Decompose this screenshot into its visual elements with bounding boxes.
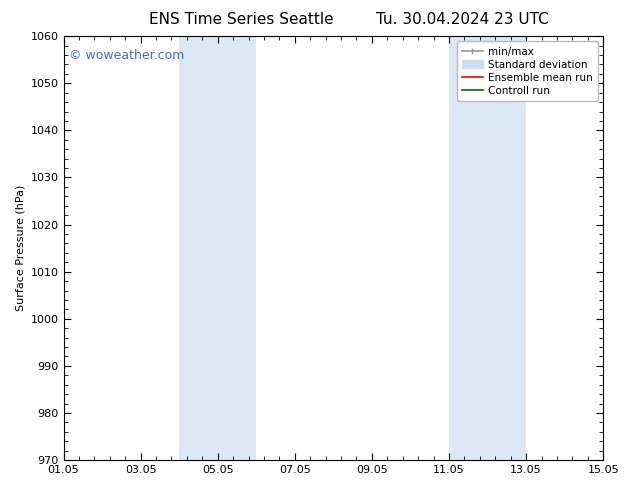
Bar bbox=[217, 36, 256, 460]
Bar bbox=[488, 36, 526, 460]
Bar bbox=[179, 36, 217, 460]
Y-axis label: Surface Pressure (hPa): Surface Pressure (hPa) bbox=[15, 185, 25, 311]
Legend: min/max, Standard deviation, Ensemble mean run, Controll run: min/max, Standard deviation, Ensemble me… bbox=[456, 41, 598, 101]
Text: Tu. 30.04.2024 23 UTC: Tu. 30.04.2024 23 UTC bbox=[377, 12, 549, 27]
Text: © woweather.com: © woweather.com bbox=[69, 49, 184, 62]
Bar bbox=[449, 36, 488, 460]
Text: ENS Time Series Seattle: ENS Time Series Seattle bbox=[148, 12, 333, 27]
